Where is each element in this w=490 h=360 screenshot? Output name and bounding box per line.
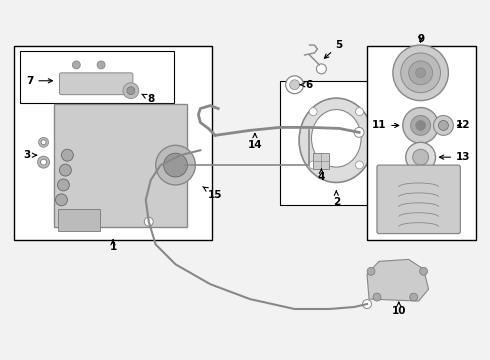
Circle shape [355, 108, 364, 116]
Circle shape [354, 127, 364, 137]
Circle shape [413, 149, 429, 165]
FancyBboxPatch shape [14, 46, 212, 239]
Text: 9: 9 [417, 34, 424, 44]
Text: 4: 4 [318, 169, 325, 182]
Ellipse shape [312, 109, 361, 167]
Circle shape [416, 68, 426, 78]
Text: 6: 6 [300, 80, 313, 90]
Circle shape [41, 159, 47, 165]
FancyBboxPatch shape [54, 104, 188, 227]
Circle shape [403, 108, 439, 143]
Text: 3: 3 [23, 150, 36, 160]
FancyBboxPatch shape [377, 165, 460, 234]
Text: 11: 11 [372, 121, 399, 130]
Text: 2: 2 [333, 191, 340, 207]
Circle shape [439, 121, 448, 130]
Circle shape [61, 149, 74, 161]
Circle shape [156, 145, 196, 185]
Circle shape [290, 80, 299, 90]
Circle shape [164, 153, 188, 177]
Text: 15: 15 [203, 186, 222, 200]
Circle shape [434, 116, 453, 135]
Circle shape [401, 53, 441, 93]
Circle shape [55, 194, 68, 206]
FancyBboxPatch shape [367, 46, 476, 239]
Text: 13: 13 [440, 152, 470, 162]
Circle shape [39, 137, 49, 147]
Circle shape [410, 293, 417, 301]
Circle shape [416, 121, 426, 130]
Circle shape [59, 164, 72, 176]
Circle shape [409, 61, 433, 85]
Circle shape [367, 267, 375, 275]
Circle shape [73, 61, 80, 69]
Text: 5: 5 [324, 40, 343, 58]
Circle shape [286, 76, 303, 94]
FancyBboxPatch shape [58, 209, 100, 231]
Circle shape [123, 83, 139, 99]
Circle shape [406, 142, 436, 172]
Circle shape [309, 108, 317, 116]
Circle shape [411, 116, 431, 135]
Circle shape [97, 61, 105, 69]
Text: 14: 14 [247, 134, 262, 150]
FancyBboxPatch shape [280, 81, 399, 205]
Polygon shape [367, 260, 429, 301]
Circle shape [41, 140, 46, 145]
Circle shape [363, 300, 371, 309]
Text: 1: 1 [109, 240, 117, 252]
Text: 10: 10 [392, 302, 406, 316]
Circle shape [355, 161, 364, 169]
Circle shape [419, 267, 428, 275]
Circle shape [373, 293, 381, 301]
Text: 7: 7 [26, 76, 52, 86]
FancyBboxPatch shape [314, 153, 329, 169]
FancyBboxPatch shape [20, 51, 173, 103]
Circle shape [393, 45, 448, 100]
Ellipse shape [299, 98, 373, 183]
Circle shape [57, 179, 70, 191]
Circle shape [309, 161, 317, 169]
Circle shape [38, 156, 49, 168]
Circle shape [317, 64, 326, 74]
Circle shape [127, 87, 135, 95]
Text: 8: 8 [142, 94, 154, 104]
Circle shape [144, 217, 153, 226]
Text: 12: 12 [456, 121, 470, 130]
FancyBboxPatch shape [59, 73, 133, 95]
